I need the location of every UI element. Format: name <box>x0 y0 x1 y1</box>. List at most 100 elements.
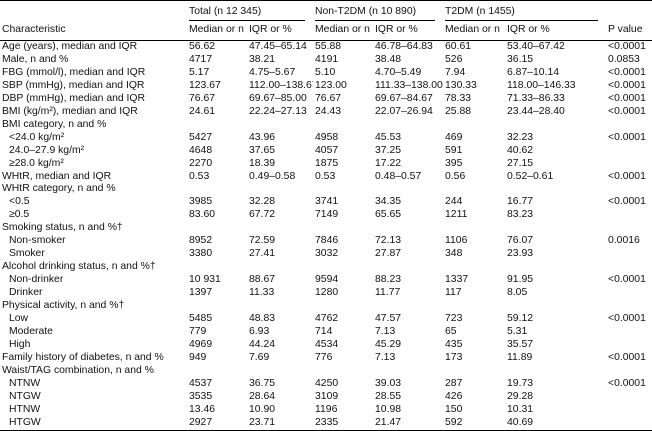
cell: 150 <box>445 403 463 415</box>
column-header: Median or n <box>443 21 506 41</box>
cell: 3109 <box>315 390 339 402</box>
cell <box>443 183 505 196</box>
cell <box>606 209 652 222</box>
table-row: High 4969 44.24 4534 45.29 435 35.57 <box>0 339 652 352</box>
table-row: Male, n and % 4717 38.21 4191 38.48 526 36.15 0… <box>0 54 652 67</box>
column-header: Median or n <box>187 21 247 41</box>
cell: 76.07 <box>507 235 534 247</box>
table-row: ≥28.0 kg/m² 2270 18.39 1875 17.22 395 27.15 <box>0 158 652 171</box>
cell: 0.0853 <box>608 53 640 65</box>
cell: 36.15 <box>507 53 534 65</box>
cell: <0.0001 <box>608 351 646 363</box>
cell: 53.40–67.42 <box>507 41 565 52</box>
cell: 18.39 <box>249 157 276 169</box>
cell: 7.13 <box>375 325 396 337</box>
cell: 4969 <box>189 338 213 350</box>
cell <box>313 365 373 378</box>
column-header: IQR or % <box>373 21 444 41</box>
table-row: Non-drinker 10 931 88.67 9594 88.23 1337 91.95… <box>0 274 652 287</box>
row-label: Moderate <box>9 325 53 337</box>
cell: 4057 <box>315 144 339 156</box>
cell: 10.90 <box>249 403 276 415</box>
blank-header <box>0 1 187 22</box>
cell <box>373 222 443 235</box>
cell: 4958 <box>315 131 339 143</box>
row-label: Non-smoker <box>9 235 66 247</box>
cell <box>187 365 247 378</box>
cell: 36.75 <box>249 377 276 389</box>
cell: 426 <box>445 390 463 402</box>
group-header-cell: Total (n 12 345) <box>187 1 313 21</box>
cell: 776 <box>315 351 333 363</box>
cell <box>247 365 313 378</box>
cell: 23.93 <box>507 248 534 260</box>
cell <box>247 183 313 196</box>
table-row: Age (years), median and IQR 56.62 47.45–65… <box>0 41 652 54</box>
cell <box>247 300 313 313</box>
cell <box>313 300 373 313</box>
table-row: ≥0.5 83.60 67.72 7149 65.65 1211 83.23 <box>0 209 652 222</box>
cell: 48.83 <box>249 313 276 325</box>
row-label: Waist/TAG combination, n and % <box>2 364 154 376</box>
cell: <0.0001 <box>608 41 646 52</box>
cell: 4717 <box>189 53 213 65</box>
cell: 55.88 <box>315 41 342 52</box>
row-label: <0.5 <box>9 196 30 208</box>
cell: 5485 <box>189 313 213 325</box>
cell <box>606 365 652 378</box>
cell: 130.33 <box>445 79 477 91</box>
cell: 43.96 <box>249 131 276 143</box>
cell <box>606 248 652 261</box>
cell: 38.21 <box>249 53 276 65</box>
cell: 27.15 <box>507 157 534 169</box>
column-header: Median or n <box>313 21 374 41</box>
cell: 24.43 <box>315 105 342 117</box>
column-header: Characteristic <box>0 21 187 41</box>
cell <box>606 404 652 417</box>
cell: 395 <box>445 157 463 169</box>
cell: 22.07–26.94 <box>375 105 433 117</box>
cell: 779 <box>189 325 207 337</box>
cell: 28.64 <box>249 390 276 402</box>
cell <box>443 261 505 274</box>
cell: 38.48 <box>375 53 402 65</box>
cell: 123.67 <box>189 79 221 91</box>
cell: 10.98 <box>375 403 402 415</box>
cell: 244 <box>445 196 463 208</box>
table-row: Drinker 1397 11.33 1280 11.77 117 8.05 <box>0 287 652 300</box>
cell: 7.69 <box>249 351 270 363</box>
cell <box>505 300 606 313</box>
cell: <0.0001 <box>608 79 646 91</box>
cell: <0.0001 <box>608 105 646 117</box>
table-row: Alcohol drinking status, n and %† <box>0 261 652 274</box>
cell <box>187 222 247 235</box>
cell: 0.49–0.58 <box>249 170 296 182</box>
table-body: Age (years), median and IQR 56.62 47.45–65… <box>0 41 652 431</box>
table-row: FBG (mmol/l), median and IQR 5.17 4.75–5.6… <box>0 67 652 80</box>
cell: 32.23 <box>507 131 534 143</box>
cell <box>187 300 247 313</box>
cell: 1211 <box>445 209 468 221</box>
group-header-cell: Non-T2DM (n 10 890) <box>313 1 443 21</box>
cell: 47.45–65.14 <box>249 41 307 52</box>
cell: 0.0016 <box>608 235 640 247</box>
cell: 7.94 <box>445 66 466 78</box>
cell: 0.52–0.61 <box>507 170 554 182</box>
cell: 1337 <box>445 274 469 286</box>
cell: <0.0001 <box>608 170 646 182</box>
cell: 22.24–27.13 <box>249 105 307 117</box>
cell: 46.78–64.83 <box>375 41 433 52</box>
cell: 0.53 <box>315 170 336 182</box>
row-label: Non-drinker <box>9 274 64 286</box>
cell: 69.67–84.67 <box>375 92 433 104</box>
cell: <0.0001 <box>608 274 646 286</box>
cell: 24.61 <box>189 105 216 117</box>
row-label: SBP (mmHg), median and IQR <box>2 79 145 91</box>
table-row: HTGW 2927 23.71 2335 21.47 592 40.69 <box>0 417 652 430</box>
table-header: Total (n 12 345) Non-T2DM (n 10 890) T2DM … <box>0 1 652 41</box>
cell: 5.17 <box>189 66 210 78</box>
table-row: <24.0 kg/m² 5427 43.96 4958 45.53 469 32.23 <0.… <box>0 132 652 145</box>
group-header-row: Total (n 12 345) Non-T2DM (n 10 890) T2DM … <box>0 1 652 22</box>
cell: 21.47 <box>375 416 402 428</box>
